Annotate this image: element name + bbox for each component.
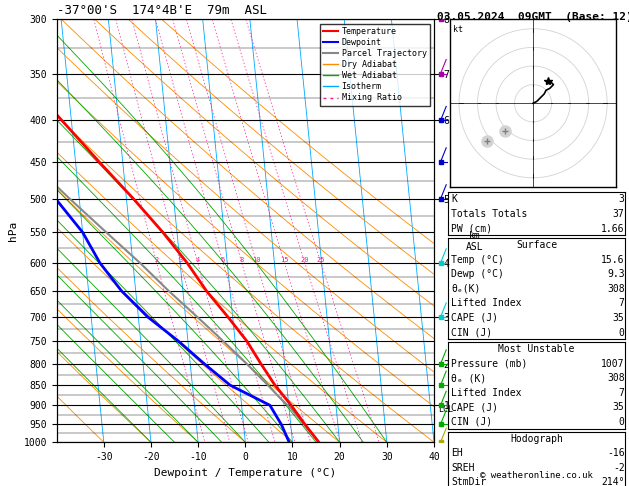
Text: 214°: 214° (601, 477, 625, 486)
Text: StmDir: StmDir (451, 477, 486, 486)
Text: -37°00'S  174°4B'E  79m  ASL: -37°00'S 174°4B'E 79m ASL (57, 4, 267, 17)
Text: Hodograph: Hodograph (510, 434, 563, 444)
Text: SREH: SREH (451, 463, 474, 473)
Text: 308: 308 (607, 373, 625, 383)
Text: Most Unstable: Most Unstable (498, 344, 575, 354)
Text: 3: 3 (178, 257, 182, 263)
Text: θₑ (K): θₑ (K) (451, 373, 486, 383)
Text: 20: 20 (301, 257, 309, 263)
Text: 9.3: 9.3 (607, 269, 625, 279)
Text: Surface: Surface (516, 240, 557, 250)
Text: 35: 35 (613, 402, 625, 413)
Text: 03.05.2024  09GMT  (Base: 12): 03.05.2024 09GMT (Base: 12) (437, 12, 629, 22)
Text: θₑ(K): θₑ(K) (451, 284, 481, 294)
Text: LCL: LCL (438, 405, 453, 415)
Text: 7: 7 (619, 388, 625, 398)
Legend: Temperature, Dewpoint, Parcel Trajectory, Dry Adiabat, Wet Adiabat, Isotherm, Mi: Temperature, Dewpoint, Parcel Trajectory… (320, 24, 430, 106)
Y-axis label: km
ASL: km ASL (466, 231, 484, 252)
Text: EH: EH (451, 448, 463, 458)
Text: 1007: 1007 (601, 359, 625, 369)
Text: CIN (J): CIN (J) (451, 328, 492, 338)
Text: 7: 7 (619, 298, 625, 309)
Text: Dewp (°C): Dewp (°C) (451, 269, 504, 279)
X-axis label: Dewpoint / Temperature (°C): Dewpoint / Temperature (°C) (154, 468, 337, 478)
Text: Temp (°C): Temp (°C) (451, 255, 504, 265)
Text: kt: kt (454, 25, 464, 35)
Text: CAPE (J): CAPE (J) (451, 313, 498, 323)
Text: 8: 8 (240, 257, 244, 263)
Text: 0: 0 (619, 328, 625, 338)
Text: -2: -2 (613, 463, 625, 473)
Text: Totals Totals: Totals Totals (451, 209, 527, 219)
Text: © weatheronline.co.uk: © weatheronline.co.uk (480, 471, 593, 480)
Text: 308: 308 (607, 284, 625, 294)
Text: 6: 6 (221, 257, 225, 263)
Text: Lifted Index: Lifted Index (451, 388, 521, 398)
Text: K: K (451, 194, 457, 205)
Text: -16: -16 (607, 448, 625, 458)
Text: 35: 35 (613, 313, 625, 323)
Text: PW (cm): PW (cm) (451, 224, 492, 234)
Text: 2: 2 (155, 257, 159, 263)
Text: 25: 25 (317, 257, 325, 263)
Text: 0: 0 (619, 417, 625, 427)
Text: Lifted Index: Lifted Index (451, 298, 521, 309)
Text: 10: 10 (252, 257, 261, 263)
Text: Pressure (mb): Pressure (mb) (451, 359, 527, 369)
Text: 37: 37 (613, 209, 625, 219)
Y-axis label: hPa: hPa (8, 221, 18, 241)
Text: 15.6: 15.6 (601, 255, 625, 265)
Text: 1.66: 1.66 (601, 224, 625, 234)
Text: CIN (J): CIN (J) (451, 417, 492, 427)
Text: 4: 4 (196, 257, 200, 263)
Text: 15: 15 (280, 257, 289, 263)
Text: CAPE (J): CAPE (J) (451, 402, 498, 413)
Text: 3: 3 (619, 194, 625, 205)
